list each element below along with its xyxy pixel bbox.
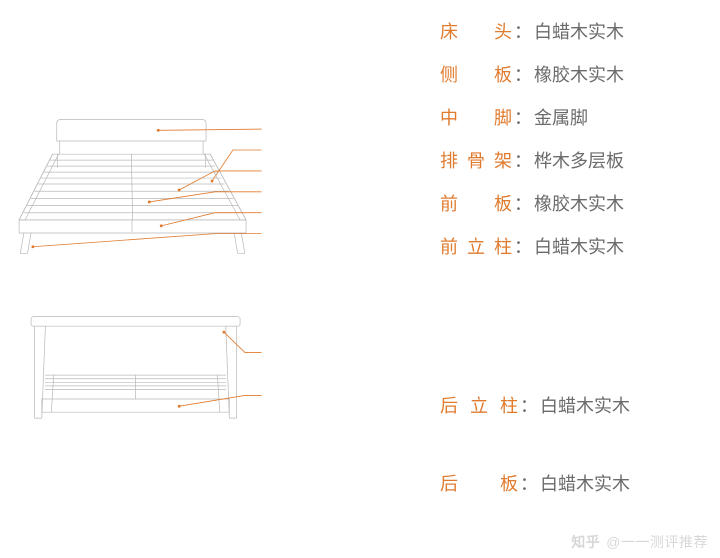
label-colon: ： [514, 190, 532, 216]
label-colon: ： [520, 392, 538, 418]
label-value: 金属脚 [534, 104, 588, 130]
label-term: 中脚 [440, 104, 512, 130]
label-row: 后板 ： 白蜡木实木 [440, 470, 630, 496]
bed-isometric [19, 120, 246, 254]
label-term: 床头 [440, 18, 512, 44]
label-term: 后立柱 [440, 392, 518, 418]
label-term: 后板 [440, 470, 518, 496]
label-row: 床头 ： 白蜡木实木 [440, 18, 624, 44]
watermark: 知乎 @一一测评推荐 [571, 532, 708, 552]
label-value: 橡胶木实木 [534, 190, 624, 216]
bed-rear [31, 317, 240, 419]
label-colon: ： [514, 61, 532, 87]
label-colon: ： [514, 233, 532, 259]
label-value: 橡胶木实木 [534, 61, 624, 87]
label-colon: ： [514, 147, 532, 173]
label-value: 白蜡木实木 [540, 470, 630, 496]
label-term: 侧板 [440, 61, 512, 87]
diagram-svg [0, 0, 430, 558]
watermark-text: @一一测评推荐 [606, 532, 708, 552]
labels-bottom: 后立柱 ： 白蜡木实木 后板 ： 白蜡木实木 [440, 392, 630, 496]
label-value: 白蜡木实木 [540, 392, 630, 418]
label-row: 前板 ： 橡胶木实木 [440, 190, 624, 216]
label-colon: ： [514, 18, 532, 44]
label-row: 排骨架 ： 桦木多层板 [440, 147, 624, 173]
label-row: 侧板 ： 橡胶木实木 [440, 61, 624, 87]
label-value: 白蜡木实木 [534, 18, 624, 44]
label-term: 前板 [440, 190, 512, 216]
label-row: 前立柱 ： 白蜡木实木 [440, 233, 624, 259]
label-colon: ： [514, 104, 532, 130]
label-colon: ： [520, 470, 538, 496]
label-row: 后立柱 ： 白蜡木实木 [440, 392, 630, 418]
labels-top: 床头 ： 白蜡木实木 侧板 ： 橡胶木实木 中脚 ： 金属脚 排骨架 ： 桦木多… [440, 18, 624, 259]
label-value: 白蜡木实木 [534, 233, 624, 259]
label-value: 桦木多层板 [534, 147, 624, 173]
zhihu-logo-icon: 知乎 [571, 532, 600, 552]
label-term: 前立柱 [440, 233, 512, 259]
label-term: 排骨架 [440, 147, 512, 173]
label-row: 中脚 ： 金属脚 [440, 104, 624, 130]
